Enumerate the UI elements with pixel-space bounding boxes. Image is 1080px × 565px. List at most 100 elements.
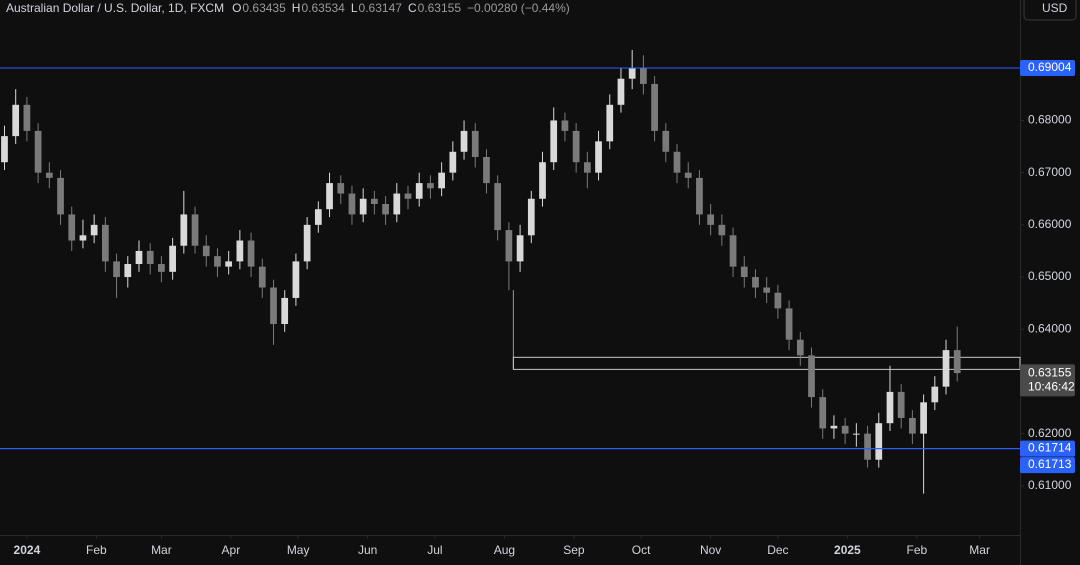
candle-body <box>673 151 681 173</box>
candle-body <box>34 130 42 173</box>
price-label: 0.69004 <box>1028 60 1072 74</box>
candle-body <box>314 209 322 225</box>
candle-body <box>449 151 457 173</box>
candle-body <box>662 130 670 152</box>
candle-body <box>752 277 759 288</box>
candle-body <box>102 224 109 262</box>
candle-body <box>572 130 580 163</box>
candle-body <box>897 391 905 418</box>
candle-body <box>606 104 614 142</box>
candle-body <box>785 308 793 340</box>
candle-body <box>303 224 311 262</box>
countdown: 10:46:42 <box>1028 380 1075 394</box>
plot <box>1 50 1021 494</box>
x-tick-label: Feb <box>86 543 107 557</box>
x-tick-label: 2024 <box>14 543 41 557</box>
candle-body <box>79 235 87 241</box>
candle-body <box>202 245 210 257</box>
candle-body <box>427 183 434 189</box>
ohlc-value: 0.63155 <box>418 1 462 15</box>
candle-body <box>774 292 782 309</box>
y-tick-label: 0.68000 <box>1028 113 1072 127</box>
ohlc-value: 0.63534 <box>301 1 345 15</box>
x-tick-label: Sep <box>563 543 585 557</box>
candle-body <box>23 104 31 131</box>
candle-body <box>640 68 647 84</box>
candle-body <box>527 198 535 236</box>
candle-body <box>763 287 771 293</box>
y-tick-label: 0.66000 <box>1028 217 1072 231</box>
ohlc-key: L <box>351 1 358 15</box>
candle-body <box>1 136 8 163</box>
ohlc-key: H <box>292 1 301 15</box>
change: −0.00280 (−0.44%) <box>467 1 570 15</box>
candle-body <box>348 193 356 215</box>
candle-body <box>57 177 64 215</box>
candle-body <box>561 120 569 131</box>
currency[interactable]: USD <box>1042 1 1068 15</box>
price-label: 0.61713 <box>1028 457 1072 471</box>
candle-body <box>438 172 445 189</box>
candle-body <box>628 68 636 79</box>
candle-body <box>169 245 176 272</box>
ohlc-value: 0.63435 <box>242 1 286 15</box>
candle-body <box>337 183 345 194</box>
x-tick-label: Aug <box>494 543 515 557</box>
candle-body <box>920 402 927 434</box>
candle-body <box>595 141 602 173</box>
candle-body <box>247 240 255 267</box>
last-price-label: 0.63155 <box>1028 366 1072 380</box>
candle-body <box>214 256 221 267</box>
candle-body <box>90 224 98 236</box>
last-price-bg <box>1020 364 1075 397</box>
candle-body <box>236 240 244 262</box>
candle-body <box>270 287 277 325</box>
candle-body <box>539 162 546 199</box>
candle-body <box>830 425 838 429</box>
candle-body <box>146 250 154 265</box>
x-tick-label: Feb <box>907 543 928 557</box>
candle-body <box>740 266 748 278</box>
currency-button[interactable] <box>1023 0 1077 21</box>
x-tick-label: Dec <box>767 543 788 557</box>
candle-body <box>864 433 871 460</box>
candle-body <box>191 214 199 246</box>
candle-body <box>875 423 883 460</box>
price-label: 0.61714 <box>1028 441 1072 455</box>
symbol-title: Australian Dollar / U.S. Dollar, 1D, FXC… <box>6 1 224 15</box>
y-tick-label: 0.64000 <box>1028 321 1072 335</box>
candle-body <box>45 172 53 178</box>
candle-body <box>796 339 804 356</box>
y-tick-label: 0.65000 <box>1028 269 1072 283</box>
candle-body <box>281 297 289 325</box>
y-tick-label: 0.62000 <box>1028 426 1072 440</box>
candle-body <box>819 397 827 429</box>
x-tick-label: Mar <box>969 543 990 557</box>
candle-body <box>931 386 939 403</box>
candle-body <box>483 157 490 184</box>
candle-body <box>494 183 502 231</box>
candle-body <box>516 235 524 262</box>
candle-body <box>359 198 367 215</box>
candle-body <box>460 130 468 152</box>
y-tick-label: 0.67000 <box>1028 165 1072 179</box>
candle-body <box>258 266 266 288</box>
candle-body <box>718 224 726 236</box>
ohlc-key: C <box>408 1 417 15</box>
price-label-bg <box>1020 457 1075 474</box>
candle-body <box>225 261 233 267</box>
candle-body <box>68 214 76 241</box>
candle-body <box>550 120 558 163</box>
x-tick-label: Nov <box>700 543 721 557</box>
ohlc-value: 0.63147 <box>359 1 403 15</box>
candle-body <box>382 203 389 215</box>
candle-body <box>12 104 20 137</box>
candle-body <box>684 172 692 178</box>
x-tick-label: 2025 <box>834 543 861 557</box>
candle-body <box>124 264 132 278</box>
candle-body <box>292 261 300 298</box>
candle-body <box>371 198 378 204</box>
